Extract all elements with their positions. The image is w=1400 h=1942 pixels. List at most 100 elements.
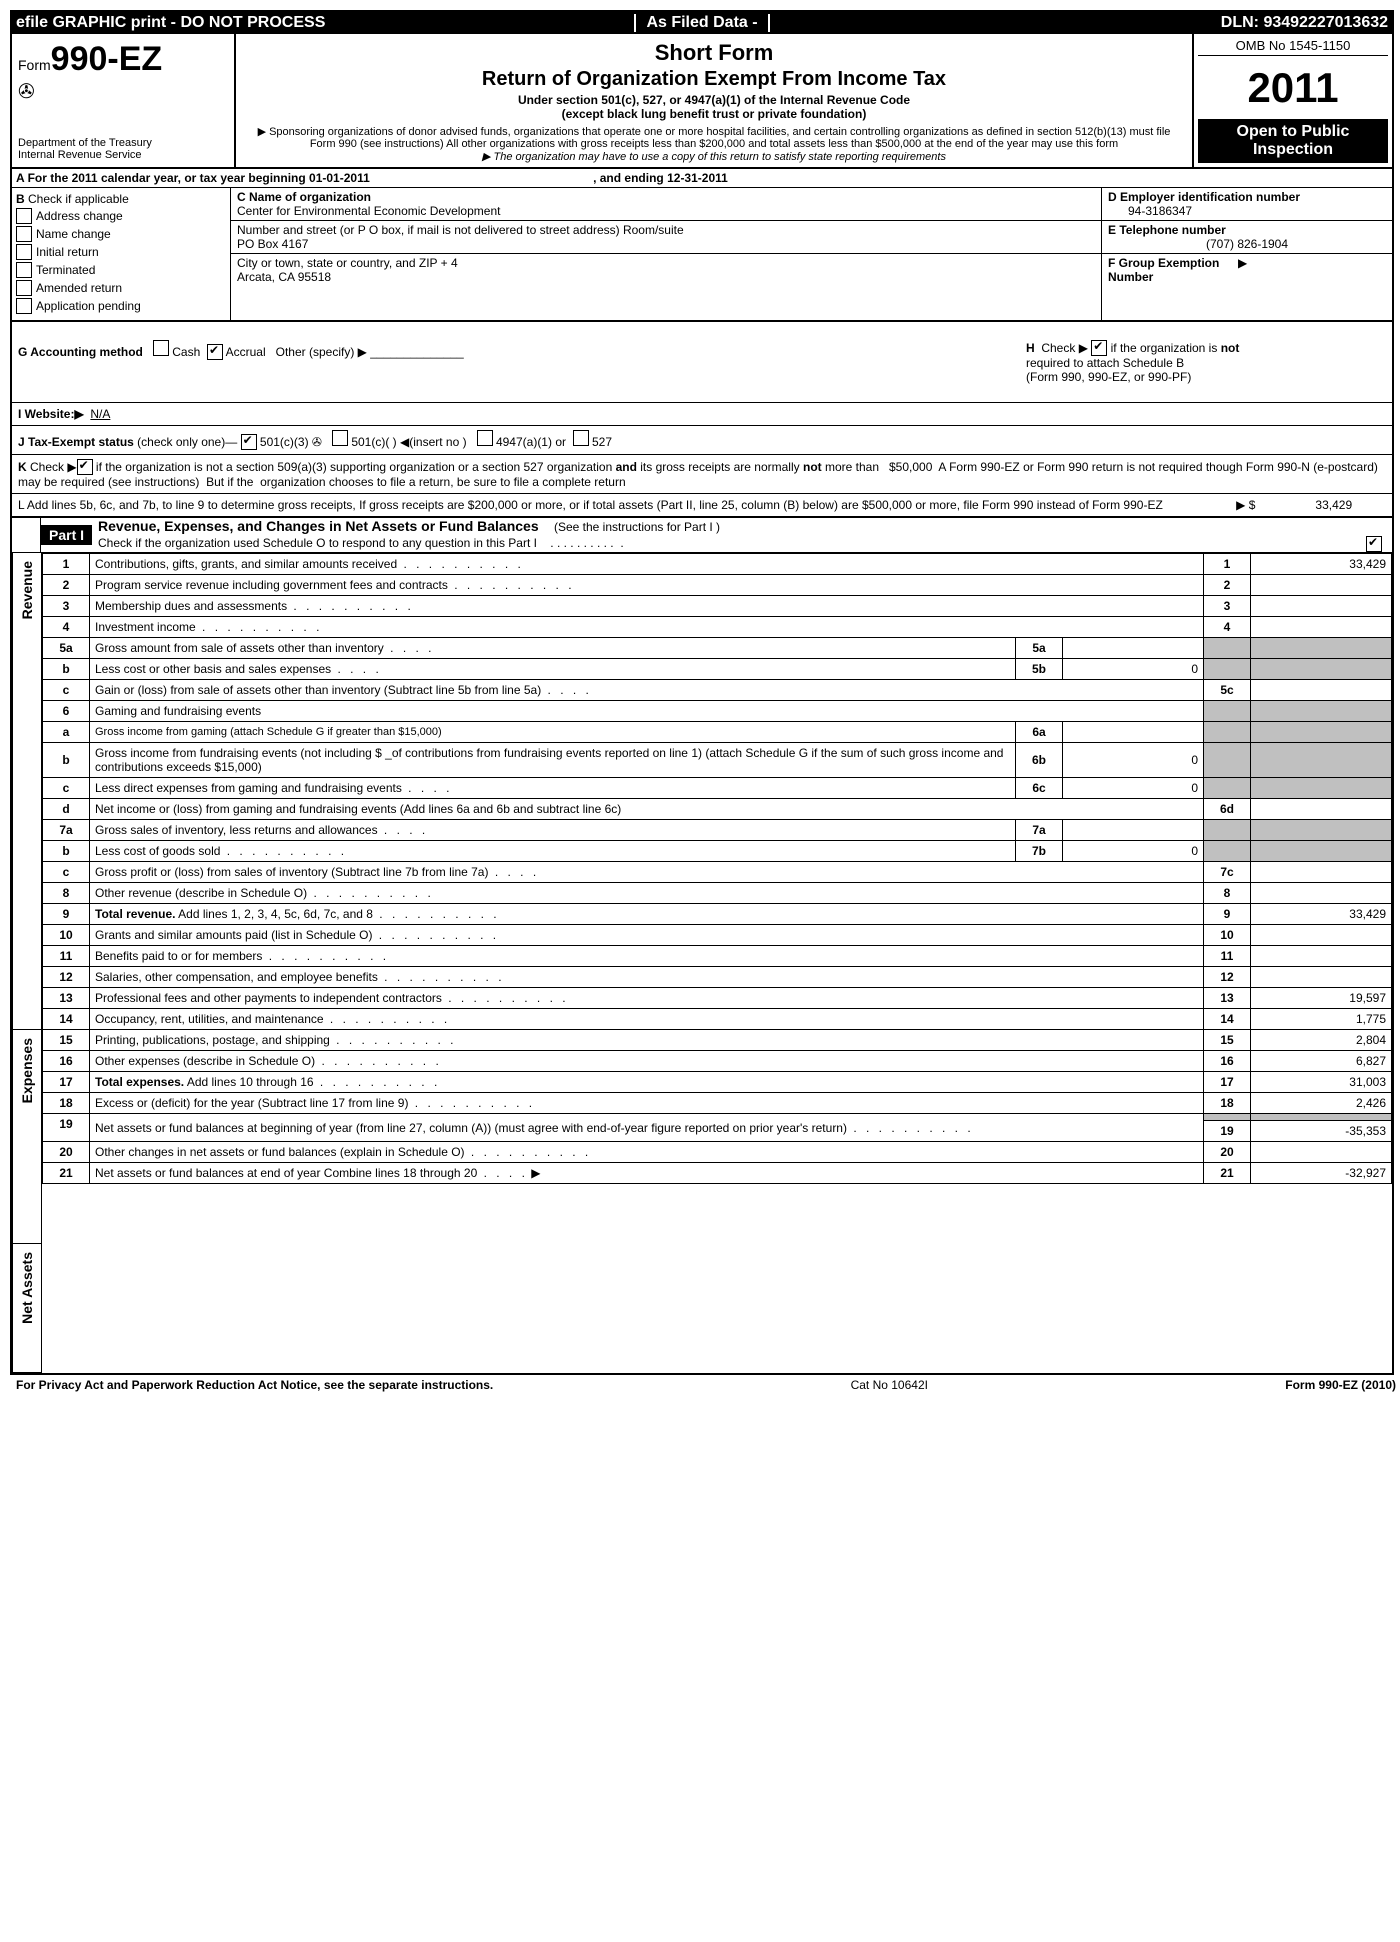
label-j: J Tax-Exempt status <box>18 435 134 449</box>
chk-527[interactable] <box>573 430 589 446</box>
org-city: Arcata, CA 95518 <box>237 270 1095 284</box>
line-h: H Check ▶ if the organization is not req… <box>1026 340 1386 384</box>
l9-amt: 33,429 <box>1251 904 1392 925</box>
main-grid: Revenue Expenses Net Assets 1Contributio… <box>12 553 1392 1373</box>
part1-header: Part I Revenue, Expenses, and Changes in… <box>12 516 1392 553</box>
table-row: 8Other revenue (describe in Schedule O)8 <box>43 883 1392 904</box>
table-row: 4Investment income4 <box>43 617 1392 638</box>
dept-treasury: Department of the Treasury <box>18 137 228 149</box>
efile-label: efile GRAPHIC print - DO NOT PROCESS <box>16 14 325 32</box>
table-row: 7aGross sales of inventory, less returns… <box>43 820 1392 841</box>
chk-address-change[interactable] <box>16 208 32 224</box>
table-row: 19Net assets or fund balances at beginni… <box>43 1114 1392 1121</box>
l7a-desc: Gross sales of inventory, less returns a… <box>95 823 378 837</box>
side-revenue: Revenue <box>19 553 35 627</box>
chk-cash[interactable] <box>153 340 169 356</box>
asfiled-label: As Filed Data - <box>634 14 769 32</box>
form-prefix: Form <box>18 57 51 73</box>
l18-amt: 2,426 <box>1251 1093 1392 1114</box>
block-bcdef: B Check if applicable Address change Nam… <box>12 188 1392 322</box>
chk-501c3[interactable] <box>241 434 257 450</box>
table-row: cGain or (loss) from sale of assets othe… <box>43 680 1392 701</box>
l1-amt: 33,429 <box>1251 554 1392 575</box>
open-public-1: Open to Public <box>1200 123 1386 141</box>
part1-dots: . . . . . . . . . . <box>550 536 613 550</box>
l4-desc: Investment income <box>95 620 196 634</box>
chk-part1-scho[interactable] <box>1366 536 1382 552</box>
dln-label: DLN: 93492227013632 <box>770 14 1388 32</box>
l15-desc: Printing, publications, postage, and shi… <box>95 1033 330 1047</box>
chk-k[interactable] <box>77 459 93 475</box>
table-row: 17Total expenses. Add lines 10 through 1… <box>43 1072 1392 1093</box>
table-row: 16Other expenses (describe in Schedule O… <box>43 1051 1392 1072</box>
l21-amt: -32,927 <box>1251 1163 1392 1184</box>
lbl-501c: 501(c)( ) ◀(insert no ) <box>351 435 466 449</box>
l19-desc: Net assets or fund balances at beginning… <box>95 1121 847 1135</box>
lbl-application-pending: Application pending <box>36 299 141 313</box>
table-row: 14Occupancy, rent, utilities, and mainte… <box>43 1009 1392 1030</box>
part1-title: Revenue, Expenses, and Changes in Net As… <box>92 516 545 536</box>
check-if-applicable: Check if applicable <box>28 192 129 206</box>
l5b-desc: Less cost or other basis and sales expen… <box>95 662 331 676</box>
label-b: B <box>16 192 25 206</box>
table-row: 6Gaming and fundraising events <box>43 701 1392 722</box>
line-k: K Check ▶ if the organization is not a s… <box>12 455 1392 494</box>
lbl-4947: 4947(a)(1) or <box>496 435 566 449</box>
line-j: J Tax-Exempt status (check only one)— 50… <box>12 426 1392 455</box>
chk-initial-return[interactable] <box>16 244 32 260</box>
chk-accrual[interactable] <box>207 344 223 360</box>
form-990ez: efile GRAPHIC print - DO NOT PROCESS As … <box>10 10 1394 1375</box>
footer-right: Form 990-EZ (2010) <box>1285 1378 1396 1392</box>
table-row: 2Program service revenue including gover… <box>43 575 1392 596</box>
side-labels: Revenue Expenses Net Assets <box>12 553 42 1373</box>
footer: For Privacy Act and Paperwork Reduction … <box>10 1375 1400 1395</box>
l16-desc: Other expenses (describe in Schedule O) <box>95 1054 315 1068</box>
line-g: G Accounting method Cash Accrual Other (… <box>18 340 464 384</box>
label-address: Number and street (or P O box, if mail i… <box>237 223 1095 237</box>
footer-left: For Privacy Act and Paperwork Reduction … <box>16 1378 493 1392</box>
l8-desc: Other revenue (describe in Schedule O) <box>95 886 307 900</box>
table-row: 20Other changes in net assets or fund ba… <box>43 1142 1392 1163</box>
chk-h[interactable] <box>1091 340 1107 356</box>
l-arrow: ▶ $ <box>1236 498 1255 512</box>
l5a-desc: Gross amount from sale of assets other t… <box>95 641 384 655</box>
line-l: L Add lines 5b, 6c, and 7b, to line 9 to… <box>12 494 1392 516</box>
open-public: Open to Public Inspection <box>1198 119 1388 163</box>
l6a-desc: Gross income from gaming (attach Schedul… <box>95 726 442 738</box>
l13-desc: Professional fees and other payments to … <box>95 991 442 1005</box>
website-value: N/A <box>90 407 110 421</box>
chk-application-pending[interactable] <box>16 298 32 314</box>
l7c-desc: Gross profit or (loss) from sales of inv… <box>95 865 488 879</box>
label-city: City or town, state or country, and ZIP … <box>237 256 1095 270</box>
lbl-initial-return: Initial return <box>36 245 99 259</box>
table-row: 3Membership dues and assessments3 <box>43 596 1392 617</box>
department: Department of the Treasury Internal Reve… <box>18 137 228 161</box>
l-text: L Add lines 5b, 6c, and 7b, to line 9 to… <box>18 498 1163 512</box>
table-row: 1Contributions, gifts, grants, and simil… <box>43 554 1392 575</box>
org-name: Center for Environmental Economic Develo… <box>237 204 1095 218</box>
table-row: cGross profit or (loss) from sales of in… <box>43 862 1392 883</box>
l18-desc: Excess or (deficit) for the year (Subtra… <box>95 1096 408 1110</box>
table-row: 13Professional fees and other payments t… <box>43 988 1392 1009</box>
chk-501c[interactable] <box>332 430 348 446</box>
table-row: 5aGross amount from sale of assets other… <box>43 638 1392 659</box>
section-a-ending: , and ending 12-31-2011 <box>593 171 728 185</box>
chk-name-change[interactable] <box>16 226 32 242</box>
tax-year: 2011 <box>1198 64 1388 112</box>
chk-terminated[interactable] <box>16 262 32 278</box>
j-text: (check only one)— <box>137 435 237 449</box>
table-row: 9Total revenue. Add lines 1, 2, 3, 4, 5c… <box>43 904 1392 925</box>
top-bar: efile GRAPHIC print - DO NOT PROCESS As … <box>12 12 1392 34</box>
chk-4947[interactable] <box>477 430 493 446</box>
chk-amended-return[interactable] <box>16 280 32 296</box>
table-row: 15Printing, publications, postage, and s… <box>43 1030 1392 1051</box>
bullet-copy: ▶ The organization may have to use a cop… <box>244 150 1184 163</box>
part1-instr: (See the instructions for Part I ) <box>548 518 726 536</box>
table-row: cLess direct expenses from gaming and fu… <box>43 778 1392 799</box>
section-a: A For the 2011 calendar year, or tax yea… <box>12 169 1392 188</box>
lbl-amended-return: Amended return <box>36 281 122 295</box>
table-row: bGross income from fundraising events (n… <box>43 743 1392 778</box>
lbl-address-change: Address change <box>36 209 123 223</box>
line-g-h: G Accounting method Cash Accrual Other (… <box>12 322 1392 403</box>
subtitle-section: Under section 501(c), 527, or 4947(a)(1)… <box>244 93 1184 107</box>
